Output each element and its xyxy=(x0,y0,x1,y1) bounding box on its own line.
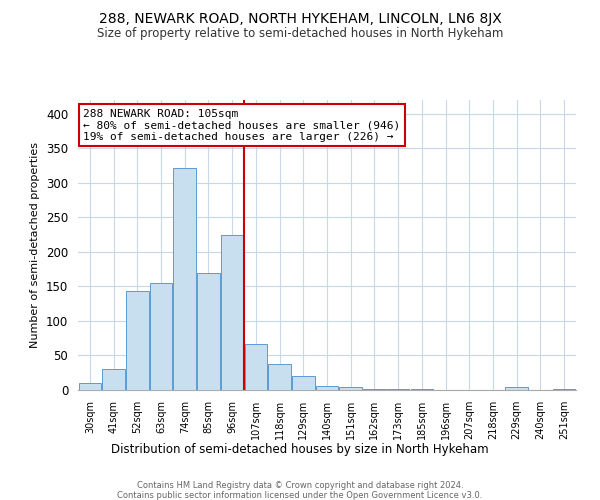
Bar xyxy=(245,344,267,390)
Bar xyxy=(79,383,101,390)
Bar xyxy=(221,236,244,390)
Bar xyxy=(126,292,149,390)
Bar xyxy=(103,370,125,390)
Text: 288, NEWARK ROAD, NORTH HYKEHAM, LINCOLN, LN6 8JX: 288, NEWARK ROAD, NORTH HYKEHAM, LINCOLN… xyxy=(98,12,502,26)
Text: Distribution of semi-detached houses by size in North Hykeham: Distribution of semi-detached houses by … xyxy=(111,442,489,456)
Bar xyxy=(553,388,575,390)
Bar xyxy=(197,274,220,390)
Bar xyxy=(268,364,291,390)
Bar xyxy=(316,386,338,390)
Bar xyxy=(340,386,362,390)
Y-axis label: Number of semi-detached properties: Number of semi-detached properties xyxy=(31,142,40,348)
Bar xyxy=(173,168,196,390)
Bar xyxy=(363,388,386,390)
Text: Contains public sector information licensed under the Open Government Licence v3: Contains public sector information licen… xyxy=(118,491,482,500)
Text: Contains HM Land Registry data © Crown copyright and database right 2024.: Contains HM Land Registry data © Crown c… xyxy=(137,481,463,490)
Bar xyxy=(387,388,409,390)
Bar xyxy=(292,376,314,390)
Bar xyxy=(150,283,172,390)
Text: 288 NEWARK ROAD: 105sqm
← 80% of semi-detached houses are smaller (946)
19% of s: 288 NEWARK ROAD: 105sqm ← 80% of semi-de… xyxy=(83,108,400,142)
Bar xyxy=(505,387,528,390)
Text: Size of property relative to semi-detached houses in North Hykeham: Size of property relative to semi-detach… xyxy=(97,28,503,40)
